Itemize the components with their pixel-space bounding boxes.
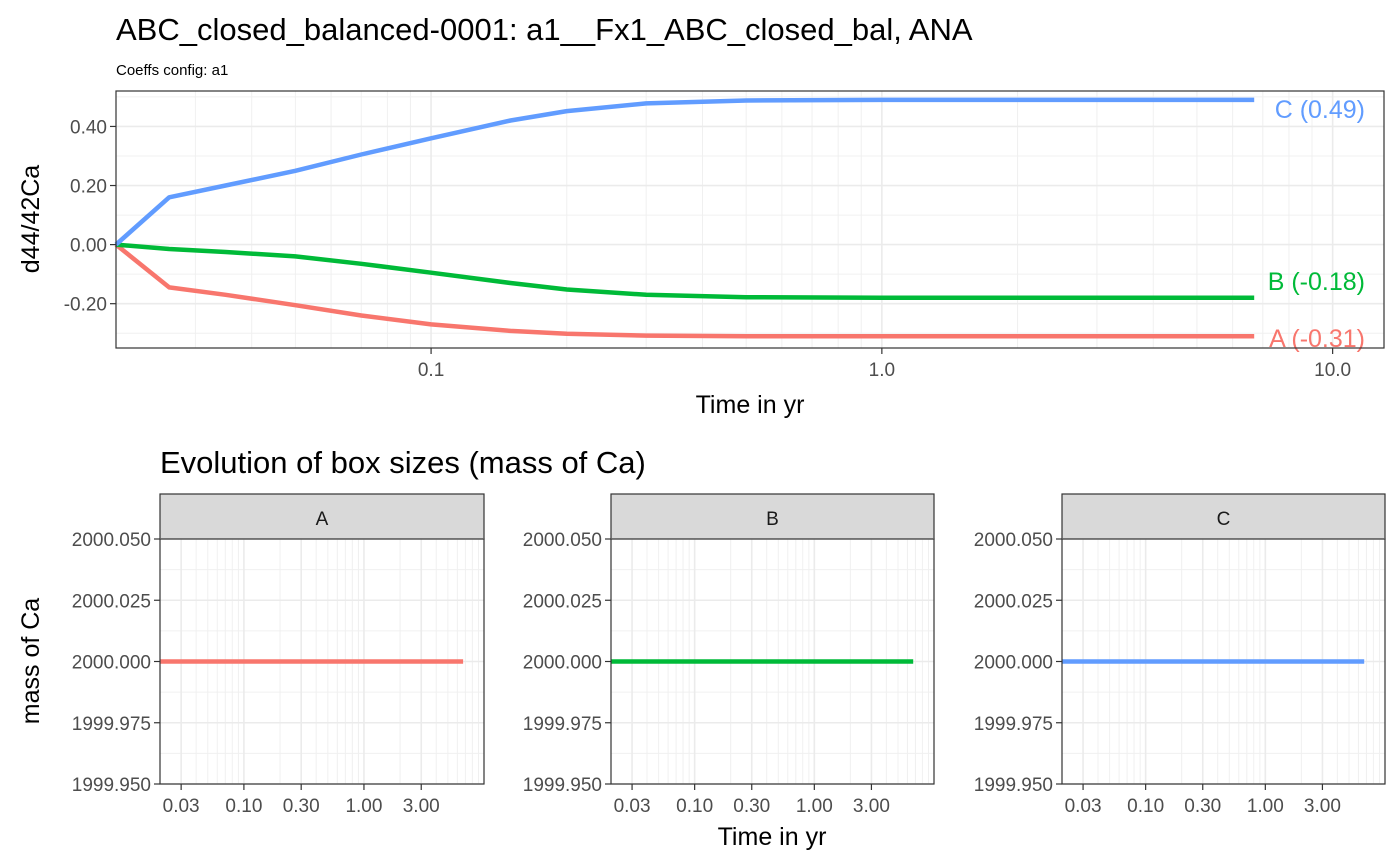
bottom-y-axis-label: mass of Ca	[17, 598, 45, 725]
facet-x-tick-label: 0.10	[1127, 796, 1164, 817]
top-x-axis-label: Time in yr	[696, 391, 805, 419]
facet-strip-label: C	[1217, 509, 1231, 530]
facet-panel-b: B 2000.050 2000.025 2000.000 1999.975 1999.95…	[523, 493, 935, 817]
end-label-b: B (-0.18)	[1268, 268, 1365, 296]
top-y-tick-label: 0.20	[70, 177, 107, 198]
series-line-c	[114, 97, 1255, 247]
facet-y-tick-label: 2000.025	[72, 591, 151, 612]
top-panel-border	[115, 90, 1385, 349]
facet-x-tick-label: 0.03	[163, 796, 200, 817]
facet-x-tick-label: 1.00	[345, 796, 382, 817]
facet-y-tick-label: 2000.025	[974, 591, 1053, 612]
chart-title: ABC_closed_balanced-0001: a1__Fx1_ABC_cl…	[116, 12, 973, 47]
facet-x-tick-label: 3.00	[1304, 796, 1341, 817]
top-x-tick-label: 0.1	[418, 360, 444, 381]
facet-y-tick-label: 2000.025	[523, 591, 602, 612]
facet-chart-title: Evolution of box sizes (mass of Ca)	[160, 445, 646, 480]
facet-y-tick-label: 1999.975	[523, 714, 602, 735]
top-y-axis-label: d44/42Ca	[17, 165, 45, 274]
facet-strip	[1061, 493, 1386, 540]
facet-y-tick-label: 1999.950	[974, 775, 1053, 796]
facet-x-tick-label: 3.00	[853, 796, 890, 817]
facet-strip-label: A	[316, 509, 329, 530]
facet-x-tick-label: 0.30	[1184, 796, 1221, 817]
facet-y-tick-label: 2000.000	[974, 653, 1053, 674]
facet-x-tick-label: 0.30	[283, 796, 320, 817]
facet-x-tick-label: 0.30	[733, 796, 770, 817]
facet-panel-c: C 2000.050 2000.025 2000.000 1999.975 1999.95…	[974, 493, 1386, 817]
facet-panel-a: A 2000.050 2000.025 2000.000 1999.975 1999.95…	[72, 493, 485, 817]
series-line-b	[115, 242, 1255, 301]
facet-x-tick-label: 3.00	[403, 796, 440, 817]
facet-x-tick-label: 1.00	[1247, 796, 1284, 817]
facet-x-tick-label: 1.00	[796, 796, 833, 817]
facet-y-tick-label: 1999.950	[72, 775, 151, 796]
facet-y-tick-label: 1999.950	[523, 775, 602, 796]
facet-panels: A 2000.050 2000.025 2000.000 1999.975 1999.95…	[72, 493, 1386, 817]
facet-y-tick-label: 2000.050	[72, 530, 151, 551]
facet-y-tick-label: 1999.975	[72, 714, 151, 735]
top-plot-panel: A (-0.31) B (-0.18) C (0.49) 0.40 0.20 0.00 -0…	[64, 90, 1385, 381]
series-line-a	[114, 242, 1255, 339]
end-label-a: A (-0.31)	[1269, 325, 1365, 353]
facet-x-tick-label: 0.10	[225, 796, 262, 817]
top-y-tick-label: -0.20	[64, 295, 107, 316]
facet-y-tick-label: 2000.050	[974, 530, 1053, 551]
facet-y-tick-label: 2000.000	[523, 653, 602, 674]
facet-x-tick-label: 0.10	[676, 796, 713, 817]
facet-x-tick-label: 0.03	[1065, 796, 1102, 817]
top-y-tick-label: 0.00	[70, 236, 107, 257]
bottom-x-axis-label: Time in yr	[718, 823, 827, 851]
top-x-tick-label: 10.0	[1314, 360, 1351, 381]
top-x-tick-label: 1.0	[869, 360, 895, 381]
top-plot-background	[116, 91, 1384, 348]
facet-y-tick-label: 1999.975	[974, 714, 1053, 735]
facet-y-tick-label: 2000.000	[72, 653, 151, 674]
facet-y-tick-label: 2000.050	[523, 530, 602, 551]
end-label-c: C (0.49)	[1275, 96, 1365, 124]
facet-strip-label: B	[766, 509, 779, 530]
facet-x-tick-label: 0.03	[614, 796, 651, 817]
chart-subtitle: Coeffs config: a1	[116, 62, 228, 79]
facet-strip	[610, 493, 935, 540]
top-y-tick-label: 0.40	[70, 117, 107, 138]
